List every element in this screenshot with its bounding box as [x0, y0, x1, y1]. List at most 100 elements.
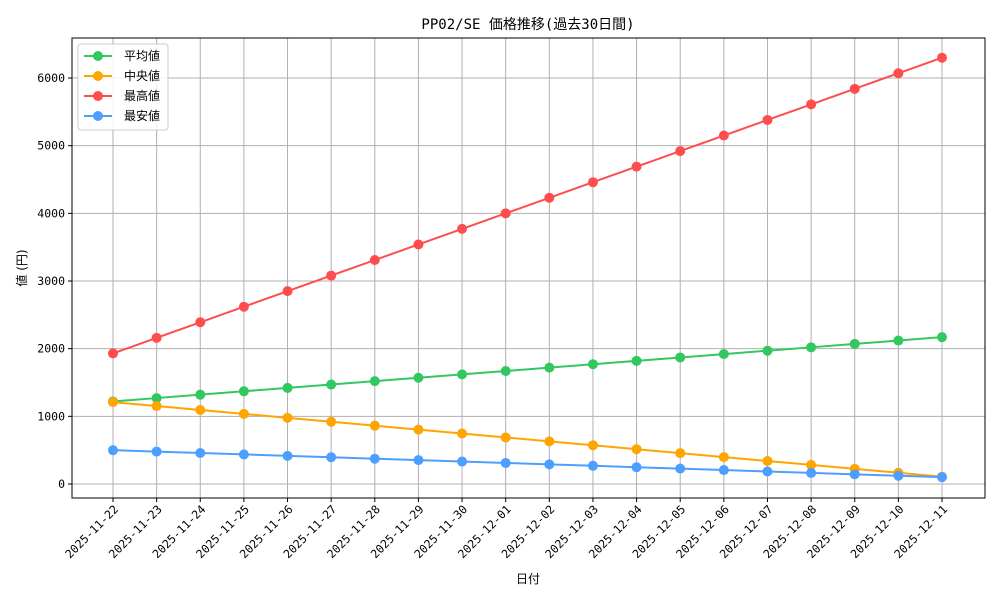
legend-marker-swatch [93, 91, 103, 101]
data-point-marker [675, 463, 686, 474]
data-point-marker [457, 428, 468, 439]
data-point-marker [762, 455, 773, 466]
legend-item: 中央値 [84, 68, 160, 83]
data-point-marker [849, 83, 860, 94]
data-point-marker [675, 352, 686, 363]
data-series [108, 52, 947, 483]
data-point-marker [500, 208, 511, 219]
data-point-marker [544, 192, 555, 203]
data-point-marker [718, 452, 729, 463]
data-point-marker [151, 401, 162, 412]
series-平均値 [108, 332, 947, 407]
data-point-marker [806, 459, 817, 470]
chart-title: PP02/SE 価格推移(過去30日間) [421, 17, 634, 33]
data-point-marker [413, 455, 424, 466]
x-axis-ticks: 2025-11-222025-11-232025-11-242025-11-25… [62, 498, 950, 561]
data-point-marker [457, 369, 468, 380]
series-最高値 [108, 52, 947, 359]
legend-box [77, 43, 169, 131]
data-point-marker [806, 342, 817, 353]
data-point-marker [369, 420, 380, 431]
data-point-marker [937, 472, 947, 483]
legend-label: 平均値 [124, 48, 160, 63]
x-axis-label: 日付 [516, 572, 540, 586]
data-point-marker [893, 470, 904, 481]
data-point-marker [893, 68, 904, 79]
legend-marker-swatch [93, 111, 103, 121]
data-point-marker [631, 161, 642, 172]
data-point-marker [238, 386, 249, 397]
data-point-marker [587, 177, 598, 188]
legend-marker-swatch [93, 51, 103, 61]
data-point-marker [762, 114, 773, 125]
data-point-marker [631, 444, 642, 455]
series-最安値 [108, 445, 947, 483]
data-point-marker [151, 393, 162, 404]
data-point-marker [762, 466, 773, 477]
data-point-marker [937, 52, 947, 63]
data-point-marker [849, 338, 860, 349]
data-point-marker [500, 457, 511, 468]
data-point-marker [195, 317, 206, 328]
data-point-marker [675, 448, 686, 459]
series-line [112, 336, 943, 403]
data-point-marker [238, 408, 249, 419]
legend-label: 最高値 [124, 88, 160, 103]
y-tick-label: 6000 [37, 71, 65, 85]
data-point-marker [718, 349, 729, 360]
y-tick-label: 3000 [37, 274, 65, 288]
legend-item: 最高値 [84, 88, 160, 103]
legend-item: 平均値 [84, 48, 160, 63]
series-line [112, 56, 943, 355]
data-point-marker [500, 365, 511, 376]
data-point-marker [587, 460, 598, 471]
y-tick-label: 1000 [37, 409, 65, 423]
legend-label: 最安値 [124, 108, 160, 123]
data-point-marker [282, 286, 293, 297]
data-point-marker [457, 456, 468, 467]
data-point-marker [457, 223, 468, 234]
data-point-marker [413, 424, 424, 435]
data-point-marker [326, 452, 337, 463]
data-point-marker [369, 376, 380, 387]
data-point-marker [282, 412, 293, 423]
data-point-marker [937, 332, 947, 343]
data-point-marker [108, 397, 118, 408]
y-axis-ticks: 0 1000 2000 3000 4000 5000 6000 [37, 71, 72, 491]
data-point-marker [151, 446, 162, 457]
data-point-marker [369, 453, 380, 464]
data-point-marker [587, 440, 598, 451]
data-point-marker [544, 436, 555, 447]
data-point-marker [282, 450, 293, 461]
y-axis-label: 値 (円) [14, 249, 29, 286]
data-point-marker [195, 404, 206, 415]
data-point-marker [326, 416, 337, 427]
data-point-marker [806, 467, 817, 478]
y-tick-label: 4000 [37, 206, 65, 220]
data-point-marker [849, 469, 860, 480]
data-point-marker [500, 432, 511, 443]
plot-frame [71, 37, 986, 499]
legend-label: 中央値 [124, 68, 160, 83]
data-point-marker [762, 345, 773, 356]
data-point-marker [326, 270, 337, 281]
data-point-marker [806, 99, 817, 110]
data-point-marker [544, 459, 555, 470]
data-point-marker [238, 449, 249, 460]
data-point-marker [718, 465, 729, 476]
data-point-marker [587, 359, 598, 370]
grid-lines [72, 38, 985, 498]
data-point-marker [413, 239, 424, 250]
data-point-marker [238, 301, 249, 312]
data-point-marker [195, 389, 206, 400]
data-point-marker [108, 445, 118, 456]
data-point-marker [413, 372, 424, 383]
data-point-marker [369, 255, 380, 266]
data-point-marker [151, 332, 162, 343]
legend-item: 最安値 [84, 108, 160, 123]
legend-marker-swatch [93, 71, 103, 81]
data-point-marker [326, 379, 337, 390]
data-point-marker [195, 448, 206, 459]
